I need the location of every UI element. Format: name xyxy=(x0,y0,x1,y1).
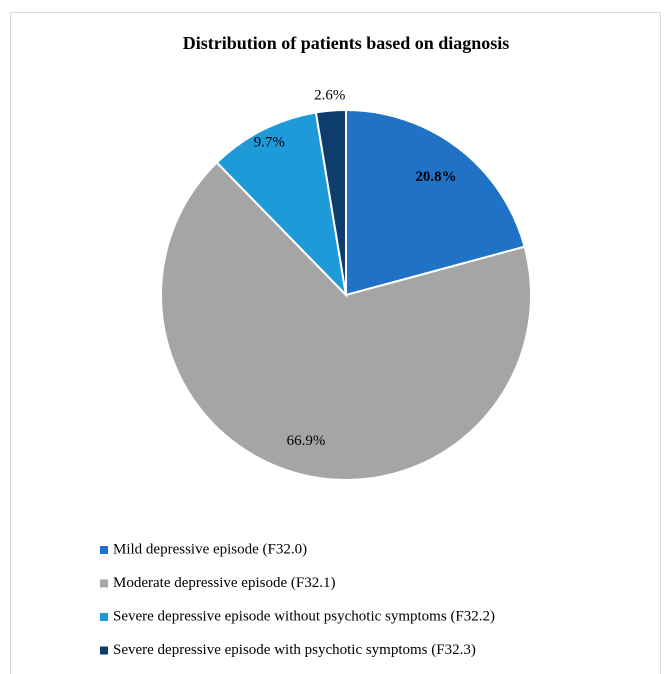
legend-swatch xyxy=(100,579,108,588)
legend-label: Mild depressive episode (F32.0) xyxy=(113,541,307,557)
legend-swatch xyxy=(100,546,108,554)
data-label: 66.9% xyxy=(287,433,326,449)
data-label: 2.6% xyxy=(314,87,345,103)
legend-swatch xyxy=(100,646,108,655)
pie-slice xyxy=(160,161,532,481)
legend-label: Moderate depressive episode (F32.1) xyxy=(113,575,335,591)
pie-slice xyxy=(314,108,347,296)
data-label: 20.8% xyxy=(415,169,456,185)
legend-label: Severe depressive episode without psycho… xyxy=(113,608,495,624)
pie-slice xyxy=(215,111,348,298)
legend-label: Severe depressive episode with psychotic… xyxy=(113,642,476,658)
data-label: 9.7% xyxy=(254,135,285,151)
chart-title: Distribution of patients based on diagno… xyxy=(183,33,510,53)
pie-slice xyxy=(345,108,526,297)
legend-swatch xyxy=(100,613,108,621)
